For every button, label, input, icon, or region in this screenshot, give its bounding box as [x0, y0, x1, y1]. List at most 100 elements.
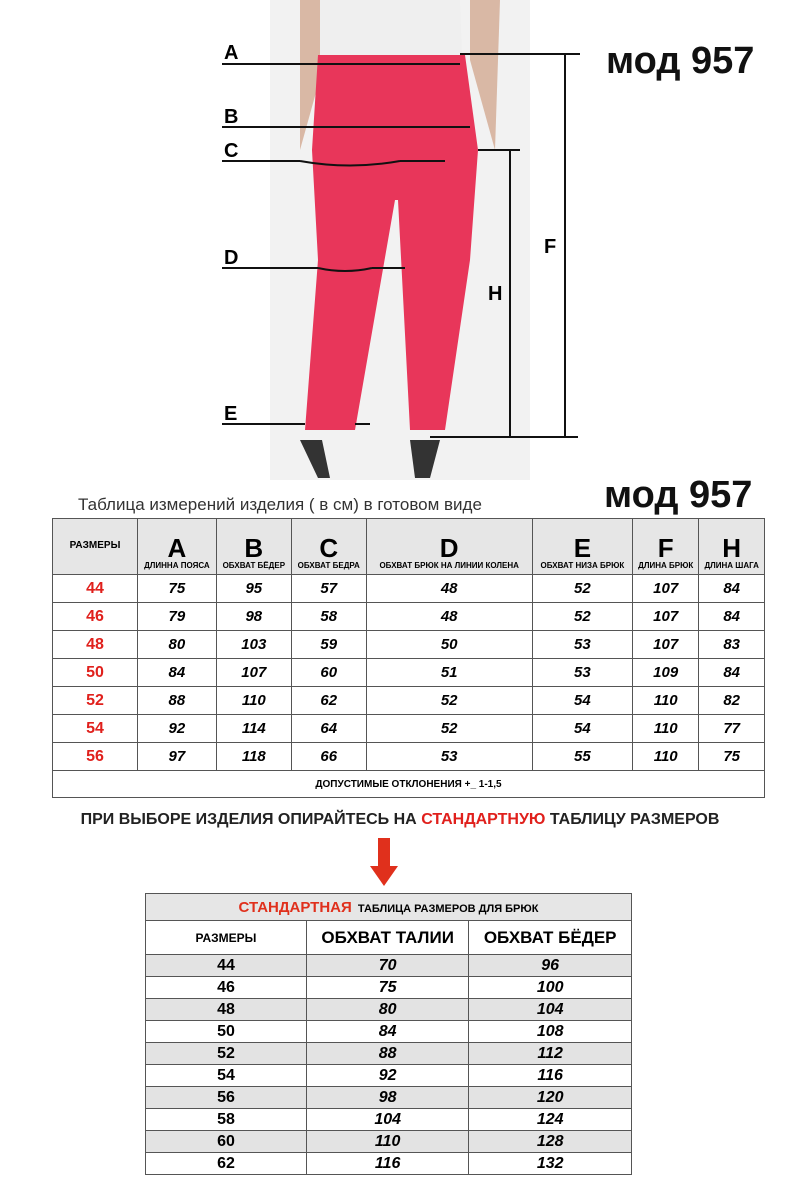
pants-diagram: A B C D E F H	[222, 0, 580, 480]
size-cell: 56	[145, 1086, 307, 1109]
value-cell: 92	[137, 714, 217, 743]
value-cell: 48	[365, 602, 533, 631]
value-cell: 88	[137, 686, 217, 715]
value-cell: 51	[365, 658, 533, 687]
notice: ПРИ ВЫБОРЕ ИЗДЕЛИЯ ОПИРАЙТЕСЬ НА СТАНДАР…	[0, 811, 800, 829]
table-row: 56 98 120	[145, 1086, 632, 1109]
value-cell: 109	[632, 658, 700, 687]
value-cell: 114	[215, 714, 292, 743]
table-row: 60 110 128	[145, 1130, 632, 1153]
size-cell: 60	[145, 1130, 307, 1153]
table-row: 54 92 116	[145, 1064, 632, 1087]
value-cell: 84	[305, 1020, 470, 1043]
column-name: ОБХВАТ БЕДРА	[297, 561, 360, 570]
label-d: D	[224, 247, 238, 269]
model-label-table: мод 957	[604, 474, 753, 516]
column-name: ДЛИНА ШАГА	[704, 561, 759, 570]
table-row: 46 75 100	[145, 976, 632, 999]
value-cell: 108	[468, 1020, 632, 1043]
size-cell: 50	[145, 1020, 307, 1043]
table-row: 52 88 110 62 52 54 110 82	[52, 686, 765, 715]
size-cell: 54	[145, 1064, 307, 1087]
value-cell: 110	[305, 1130, 470, 1153]
value-cell: 112	[468, 1042, 632, 1065]
value-cell: 110	[215, 686, 292, 715]
value-cell: 62	[290, 686, 367, 715]
notice-highlight: СТАНДАРТНУЮ	[421, 811, 546, 828]
column-letter: H	[722, 533, 742, 563]
column-header: B ОБХВАТ БЁДЕР	[215, 518, 292, 575]
column-header: H ДЛИНА ШАГА	[698, 518, 765, 575]
size-cell: 52	[52, 686, 138, 715]
column-header: РАЗМЕРЫ	[145, 920, 307, 955]
table-row: 54 92 114 64 52 54 110 77	[52, 714, 765, 743]
notice-text-end: ТАБЛИЦУ РАЗМЕРОВ	[545, 811, 720, 828]
value-cell: 98	[215, 602, 292, 631]
value-cell: 84	[698, 574, 765, 603]
measure-table: РАЗМЕРЫ A ДЛИННА ПОЯСА B ОБХВАТ БЁДЕР C ОБХВАТ…	[52, 518, 765, 798]
value-cell: 48	[365, 574, 533, 603]
value-cell: 96	[468, 954, 632, 977]
value-cell: 116	[305, 1152, 470, 1175]
size-cell: 54	[52, 714, 138, 743]
size-cell: 46	[52, 602, 138, 631]
label-a: A	[224, 42, 238, 64]
column-header: E ОБХВАТ НИЗА БРЮК	[531, 518, 634, 575]
column-header: A ДЛИННА ПОЯСА	[137, 518, 217, 575]
model-label-top: мод 957	[606, 40, 755, 82]
size-cell: 56	[52, 742, 138, 771]
table-row: 52 88 112	[145, 1042, 632, 1065]
column-header: F ДЛИНА БРЮК	[632, 518, 700, 575]
size-cell: 52	[145, 1042, 307, 1065]
size-cell: 58	[145, 1108, 307, 1131]
value-cell: 60	[290, 658, 367, 687]
size-cell: 44	[145, 954, 307, 977]
value-cell: 66	[290, 742, 367, 771]
value-cell: 104	[468, 998, 632, 1021]
value-cell: 103	[215, 630, 292, 659]
value-cell: 80	[137, 630, 217, 659]
column-letter: B	[244, 533, 264, 563]
size-cell: 50	[52, 658, 138, 687]
value-cell: 92	[305, 1064, 470, 1087]
label-h: H	[488, 283, 502, 305]
measure-table-caption: Таблица измерений изделия ( в см) в гото…	[78, 495, 482, 514]
column-name: ДЛИННА ПОЯСА	[144, 561, 210, 570]
value-cell: 52	[365, 714, 533, 743]
column-header: ОБХВАТ БЁДЕР	[468, 920, 632, 955]
value-cell: 53	[531, 658, 634, 687]
column-name: ДЛИНА БРЮК	[638, 561, 694, 570]
size-cell: 44	[52, 574, 138, 603]
value-cell: 64	[290, 714, 367, 743]
value-cell: 107	[215, 658, 292, 687]
column-name: ОБХВАТ БЁДЕР	[222, 561, 286, 570]
standard-table-title: СТАНДАРТНАЯ ТАБЛИЦА РАЗМЕРОВ ДЛЯ БРЮК	[145, 893, 632, 921]
column-name: ОБХВАТ НИЗА БРЮК	[540, 561, 625, 570]
value-cell: 98	[305, 1086, 470, 1109]
value-cell: 88	[305, 1042, 470, 1065]
value-cell: 75	[137, 574, 217, 603]
value-cell: 54	[531, 714, 634, 743]
column-letter: E	[573, 533, 592, 563]
value-cell: 110	[632, 686, 700, 715]
value-cell: 79	[137, 602, 217, 631]
value-cell: 54	[531, 686, 634, 715]
value-cell: 55	[531, 742, 634, 771]
value-cell: 95	[215, 574, 292, 603]
table-row: 62 116 132	[145, 1152, 632, 1175]
value-cell: 107	[632, 630, 700, 659]
table-row: 56 97 118 66 53 55 110 75	[52, 742, 765, 771]
table-row: 48 80 103 59 50 53 107 83	[52, 630, 765, 659]
value-cell: 59	[290, 630, 367, 659]
size-cell: 46	[145, 976, 307, 999]
value-cell: 110	[632, 742, 700, 771]
table-row: 50 84 108	[145, 1020, 632, 1043]
value-cell: 132	[468, 1152, 632, 1175]
value-cell: 52	[531, 602, 634, 631]
column-name: ОБХВАТ БРЮК НА ЛИНИИ КОЛЕНА	[379, 561, 519, 570]
value-cell: 84	[698, 658, 765, 687]
value-cell: 80	[305, 998, 470, 1021]
label-b: B	[224, 106, 238, 128]
value-cell: 75	[698, 742, 765, 771]
label-e: E	[224, 403, 237, 425]
